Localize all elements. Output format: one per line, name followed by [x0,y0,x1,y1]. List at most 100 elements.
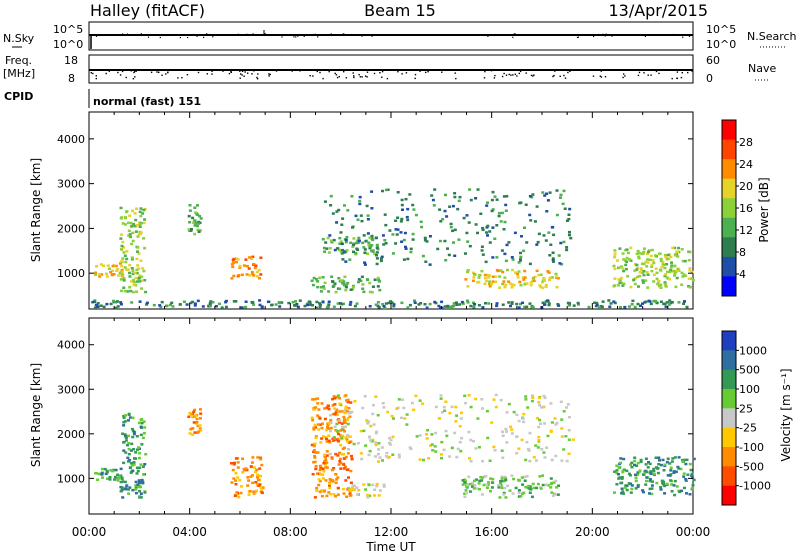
echo-cell [138,225,142,228]
echo-cell [549,402,553,405]
echo-cell [405,215,409,219]
nsearch-dot [342,33,344,35]
echo-cell [428,235,432,238]
echo-cell [322,470,326,473]
echo-cell [659,286,663,289]
echo-cell [655,301,659,305]
echo-cell [133,212,137,215]
echo-cell [240,273,244,276]
echo-cell [357,489,361,492]
echo-cell [320,437,324,440]
echo-cell [140,443,144,446]
echo-cell [481,476,485,479]
echo-cell [682,475,686,478]
echo-cell [663,302,667,305]
nsearch-dot [281,36,283,38]
echo-cell [194,414,198,417]
echo-cell [539,273,543,276]
echo-cell [298,299,302,302]
echo-cell [316,402,320,405]
echo-cell [124,210,128,214]
echo-cell [657,456,661,459]
echo-cell [356,218,360,221]
echo-cell [500,449,504,452]
nsearch-dot [295,36,297,38]
echo-cell [629,285,633,289]
echo-cell [623,486,627,489]
echo-cell [307,301,311,305]
echo-cell [544,283,548,287]
echo-cell [136,264,140,267]
nave-dot [386,77,389,80]
echo-cell [621,252,625,255]
echo-cell [214,305,218,308]
echo-cell [328,482,332,485]
echo-cell [495,198,499,201]
echo-cell [512,284,516,287]
echo-cell [464,252,467,255]
echo-cell [134,488,138,491]
echo-cell [170,301,174,305]
echo-cell [550,276,554,279]
echo-cell [433,188,437,191]
echo-cell [134,480,138,484]
nsearch-dot [140,33,142,35]
echo-cell [615,469,619,472]
echo-cell [520,476,524,479]
colorbar-tick-label: 500 [739,364,760,377]
echo-cell [325,305,329,309]
echo-cell [677,246,681,250]
echo-cell [499,484,503,487]
echo-cell [686,473,690,476]
echo-cell [140,275,144,278]
echo-cell [374,395,378,398]
echo-cell [105,302,109,306]
nsky-tick-high: 10^5 [53,23,83,36]
echo-cell [133,224,137,228]
nave-dot [510,74,512,76]
echo-cell [96,305,100,308]
echo-cell [253,466,256,469]
echo-cell [425,437,429,440]
echo-cell [316,414,320,417]
echo-cell [199,429,203,432]
echo-cell [362,483,366,486]
nave-dot [241,74,243,76]
echo-cell [94,271,97,274]
y-tick-label: 1000 [57,472,85,485]
echo-cell [130,258,134,261]
echo-cell [654,456,658,459]
echo-cell [648,492,651,495]
echo-cell [649,470,653,473]
echo-cell [481,253,485,256]
echo-cell [490,198,494,202]
echo-cell [251,301,254,304]
colorbar-tick-label: 28 [739,136,753,149]
echo-cell [657,280,661,283]
echo-cell [474,447,478,450]
nave-dot [381,70,384,73]
echo-cell [547,271,551,274]
echo-cell [525,241,529,244]
echo-cell [560,459,564,462]
nave-dot [563,74,565,77]
echo-cell [493,195,497,198]
echo-cell [544,483,548,486]
y-tick-label: 3000 [57,383,85,396]
echo-cell [543,279,546,282]
echo-cell [380,255,384,259]
echo-cell [325,450,329,453]
echo-cell [314,406,318,409]
echo-cell [472,301,475,304]
echo-cell [556,277,560,280]
echo-cell [561,202,565,206]
echo-cell [555,213,559,217]
echo-cell [114,468,118,472]
echo-cell [322,246,326,250]
echo-cell [121,257,125,260]
echo-cell [313,460,317,464]
echo-cell [165,304,169,307]
echo-cell [336,302,340,305]
nave-dot [427,71,429,73]
echo-cell [564,435,568,438]
